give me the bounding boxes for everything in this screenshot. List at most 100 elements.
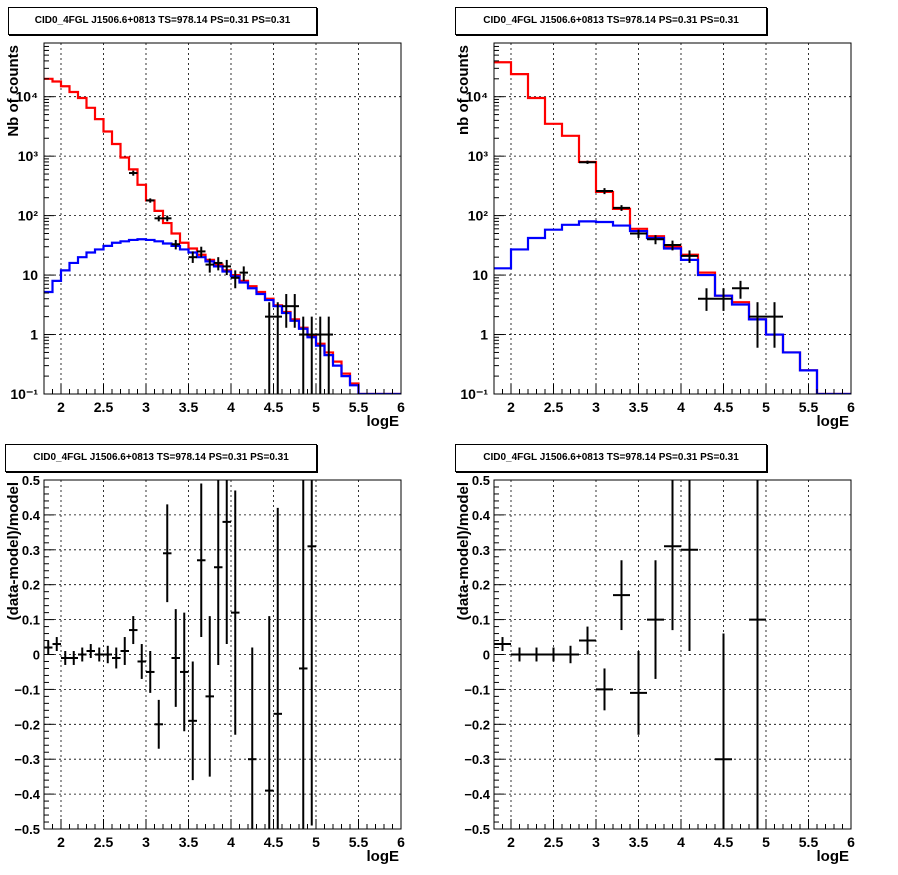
- x-tick-label: 2.5: [544, 834, 564, 850]
- y-tick-label: 0.5: [472, 473, 490, 488]
- y-tick-label: −0.5: [464, 822, 490, 837]
- x-tick-label: 2.5: [544, 399, 564, 415]
- residual-point: [630, 651, 647, 735]
- residual-point: [188, 661, 197, 781]
- x-tick-label: 4.5: [264, 834, 284, 850]
- y-tick-label: 0.1: [472, 613, 490, 628]
- data-point: [698, 288, 715, 311]
- chart-title: CID0_4FGL J1506.6+0813 TS=978.14 PS=0.31…: [8, 7, 317, 35]
- x-tick-label: 5: [312, 834, 320, 850]
- residual-point: [61, 651, 70, 665]
- y-tick-label: 10⁻¹: [460, 386, 488, 402]
- y-axis-label: nb of counts: [455, 45, 472, 135]
- x-tick-label: 3.5: [179, 834, 199, 850]
- x-tick-label: 2: [57, 834, 65, 850]
- residual-point: [78, 647, 87, 662]
- data-point: [766, 302, 783, 348]
- x-tick-label: 4.5: [714, 834, 734, 850]
- y-axis-label: (data-model)/model: [455, 482, 472, 620]
- residual-point: [146, 651, 155, 693]
- x-tick-label: 5: [312, 399, 320, 415]
- x-tick-label: 2.5: [94, 834, 114, 850]
- residual-point: [180, 612, 189, 732]
- y-tick-label: 10⁴: [466, 89, 489, 105]
- residuals-panel-right: 2 2.5 3 3.5 4 4.5 5 5.5 6 −0.5 −0.4 −0.3 −0.2 −0.1 0 0.…: [455, 473, 855, 865]
- residual-point: [197, 483, 206, 638]
- x-axis-label: logE: [817, 848, 850, 865]
- residual-point: [214, 480, 223, 665]
- x-tick-label: 5.5: [799, 834, 819, 850]
- data-point: [282, 294, 291, 328]
- residual-point: [494, 637, 511, 652]
- x-tick-label: 3.5: [629, 834, 649, 850]
- data-point: [222, 259, 231, 276]
- source-model-histogram: [494, 220, 851, 394]
- y-tick-label: 0.2: [472, 578, 490, 593]
- x-tick-label: 4: [677, 399, 685, 415]
- data-point: [316, 316, 325, 394]
- y-tick-label: 0.4: [472, 508, 491, 523]
- x-tick-label: 5.5: [799, 399, 819, 415]
- y-tick-label: −0.1: [14, 682, 40, 697]
- data-point: [188, 251, 197, 263]
- residual-point: [664, 480, 681, 631]
- x-tick-label: 5: [762, 834, 770, 850]
- data-point: [214, 257, 223, 271]
- counts-panel-right: 2 2.5 3 3.5 4 4.5 5 5.5 6 10⁻¹ 1 10 10² 10³ 10⁴ logE nb …: [455, 42, 855, 430]
- x-tick-label: 3.5: [179, 399, 199, 415]
- y-tick-label: 10: [22, 267, 38, 283]
- residual-point: [681, 480, 698, 652]
- y-axis-label: Nb of counts: [5, 45, 22, 137]
- residual-point: [86, 644, 95, 658]
- y-tick-label: −0.2: [14, 717, 40, 732]
- residual-point: [120, 637, 129, 665]
- x-axis-label: logE: [817, 413, 850, 430]
- data-point: [163, 215, 172, 222]
- y-tick-label: 0: [483, 648, 490, 663]
- x-tick-label: 4.5: [714, 399, 734, 415]
- x-axis-label: logE: [367, 413, 400, 430]
- y-tick-label: −0.5: [14, 822, 40, 837]
- chart-title: CID0_4FGL J1506.6+0813 TS=978.14 PS=0.31…: [455, 7, 767, 35]
- y-tick-label: 0.3: [22, 543, 40, 558]
- residual-point: [273, 507, 282, 829]
- y-tick-label: 10⁻¹: [10, 386, 38, 402]
- y-tick-label: 0.2: [22, 578, 40, 593]
- x-tick-label: 3: [592, 399, 600, 415]
- data-point: [324, 316, 333, 394]
- residual-point: [171, 609, 180, 707]
- data-point: [197, 246, 206, 258]
- residual-point: [205, 616, 214, 777]
- data-point: [732, 280, 749, 299]
- data-point: [231, 270, 240, 289]
- chart-title: CID0_4FGL J1506.6+0813 TS=978.14 PS=0.31…: [455, 444, 767, 472]
- y-tick-label: 10²: [468, 208, 489, 224]
- data-point: [265, 302, 274, 394]
- residual-point: [715, 633, 732, 829]
- data-point: [715, 288, 732, 311]
- chart-title: CID0_4FGL J1506.6+0813 TS=978.14 PS=0.31…: [5, 444, 317, 472]
- data-point: [290, 294, 299, 328]
- y-tick-label: 0.5: [22, 473, 40, 488]
- plot-area: [44, 43, 401, 394]
- data-point: [613, 205, 630, 211]
- data-point: [171, 239, 180, 250]
- data-point: [273, 302, 282, 394]
- x-tick-label: 4.5: [264, 399, 284, 415]
- data-point: [239, 266, 248, 281]
- y-tick-label: −0.4: [464, 787, 490, 802]
- x-tick-label: 3.5: [629, 399, 649, 415]
- x-tick-label: 5.5: [349, 834, 369, 850]
- y-tick-label: −0.2: [464, 717, 490, 732]
- residual-point: [154, 699, 163, 749]
- y-tick-label: −0.3: [14, 752, 40, 767]
- residual-point: [163, 504, 172, 603]
- x-tick-label: 4: [677, 834, 685, 850]
- residual-point: [248, 647, 257, 829]
- y-tick-label: 0.3: [472, 543, 490, 558]
- residual-point: [112, 647, 121, 669]
- x-axis-label: logE: [367, 848, 400, 865]
- residual-point: [647, 560, 664, 679]
- residual-point: [307, 480, 316, 826]
- data-point: [749, 302, 766, 348]
